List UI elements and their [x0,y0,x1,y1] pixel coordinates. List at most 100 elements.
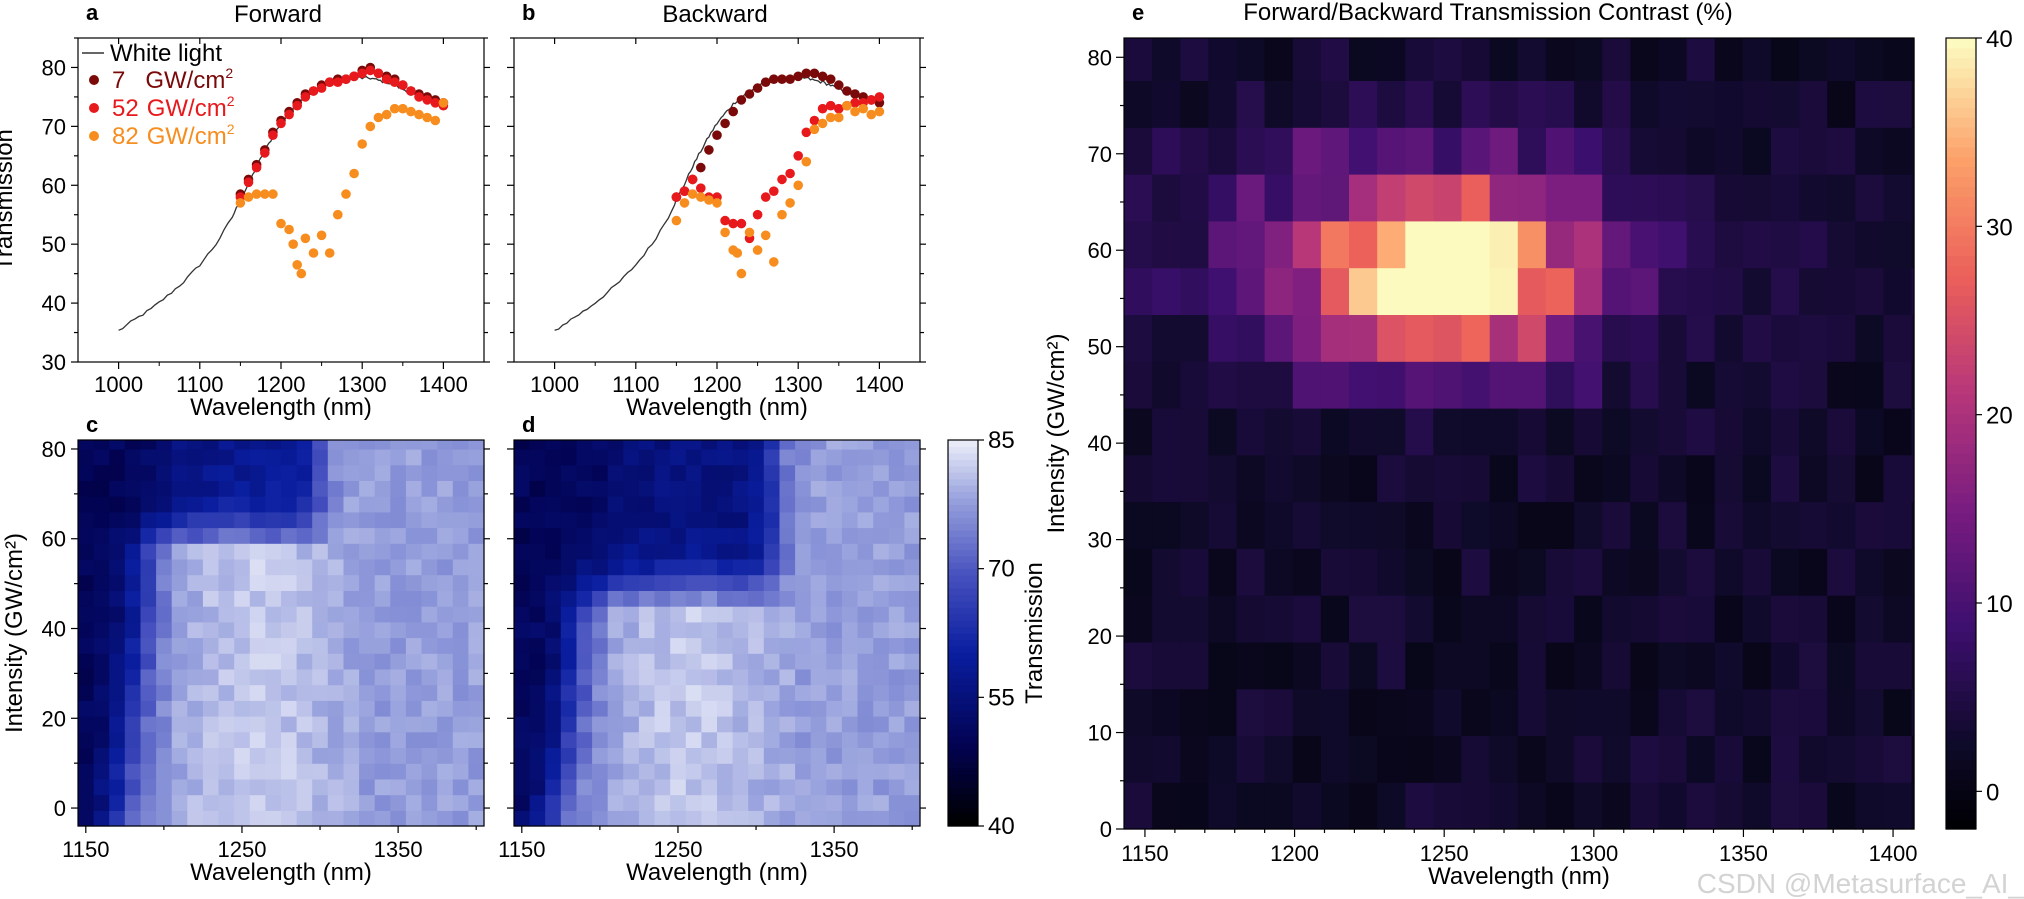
heatmap-cell [265,716,282,733]
heatmap-cell [124,747,141,764]
heatmap-cell [359,449,376,466]
data-point [825,100,836,111]
heatmap-cell [281,543,298,560]
colorbar-segment [1946,206,1976,217]
heatmap-cell [1855,174,1884,222]
heatmap-cell [78,449,95,466]
heatmap-cell [281,449,298,466]
heatmap-cell [78,637,95,654]
heatmap-cell [560,668,577,686]
heatmap-cell [109,716,126,733]
heatmap-cell [140,637,157,654]
heatmap-cell [1433,641,1463,690]
heatmap-cell [374,440,391,450]
heatmap-cell [405,440,423,450]
heatmap-cell [171,684,188,701]
data-point [785,168,795,179]
data-point [316,83,327,93]
heatmap-cell [218,716,235,733]
heatmap-cell [437,668,454,686]
watermark: CSDN @Metasurface_AI_ [1697,868,2024,899]
heatmap-cell [468,778,485,796]
heatmap-cell [545,621,562,639]
heatmap-cell [1602,361,1631,409]
heatmap-cell [405,747,423,764]
heatmap-cell [514,543,531,560]
heatmap-cell [359,794,376,811]
heatmap-cell [545,590,562,607]
heatmap-cell [1517,80,1547,128]
heatmap-cell [452,511,469,529]
heatmap-cell [343,747,360,764]
colorbar-segment [948,600,978,608]
heatmap-cell [623,747,640,764]
heatmap-cells [78,440,485,827]
heatmap-cell [638,480,656,497]
heatmap-cell [218,731,235,748]
heatmap-cell [1320,735,1350,783]
heatmap-cell [1630,595,1659,643]
heatmap-cell [732,637,749,654]
heatmap-cell [576,684,593,701]
heatmap-cell [437,558,454,576]
heatmap-cell [670,763,687,780]
heatmap-cell [327,716,344,733]
heatmap-cell [327,684,344,701]
heatmap-cell [670,778,687,796]
x-tick-label: 1200 [1270,841,1319,866]
heatmap-cell [1405,595,1434,643]
heatmap-cell [156,716,173,733]
heatmap-cell [1405,361,1434,409]
heatmap-cell [249,778,266,796]
heatmap-cell [359,574,376,591]
heatmap-cell [779,527,796,544]
heatmap-cell [701,574,718,591]
heatmap-cell [93,464,110,481]
heatmap-cell [810,763,827,780]
heatmap-cell [857,496,874,513]
heatmap-cell [1545,407,1575,456]
heatmap-cell [218,794,235,811]
heatmap-cell [1883,38,1913,81]
heatmap-cell [140,684,157,701]
data-point [793,180,803,191]
heatmap-cell [281,700,298,717]
heatmap-cell [437,440,454,450]
heatmap-cell [576,637,593,654]
heatmap-cell [717,496,734,513]
heatmap-cell [405,558,423,576]
heatmap-cell [1489,220,1519,269]
heatmap-cell [1405,735,1434,783]
legend-unit: GW/cm [147,95,227,122]
heatmap-cell [1714,80,1744,128]
heatmap-cell [810,700,827,717]
heatmap-cell [1658,782,1688,830]
heatmap-cell [124,731,141,748]
heatmap-cell [904,778,921,796]
heatmap-cell [109,763,126,780]
heatmap-cell [763,684,780,701]
heatmap-cell [1349,454,1378,503]
heatmap-cell [592,731,609,748]
heatmap-cell [1405,454,1434,503]
heatmap-cell [78,621,95,639]
plot-frame [77,37,485,363]
heatmap-cell [359,527,376,544]
heatmap-cell [1264,782,1294,830]
heatmap-cell [670,480,687,497]
heatmap-cell [1180,267,1209,315]
heatmap-cell [296,731,313,748]
colorbar-segment [948,800,978,808]
heatmap-cell [1602,595,1631,643]
heatmap-cell [795,496,812,513]
heatmap-cell [1630,501,1659,549]
heatmap-cell [452,606,469,623]
heatmap-cell [1292,220,1322,269]
x-axis-label: Wavelength (nm) [1428,863,1610,890]
colorbar-tick-label: 40 [1986,26,2013,53]
data-point [300,92,311,102]
heatmap-cell [1602,501,1631,549]
heatmap-cell [1574,454,1603,503]
y-tick-label: 50 [42,232,66,257]
